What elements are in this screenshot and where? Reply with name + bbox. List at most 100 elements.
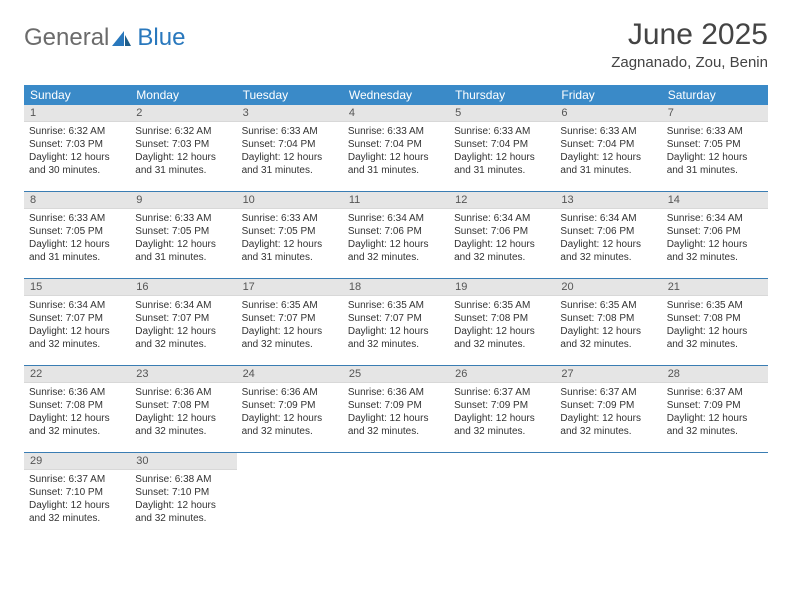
daylight-text: Daylight: 12 hours and 32 minutes. (135, 412, 231, 438)
sunrise-text: Sunrise: 6:38 AM (135, 473, 231, 486)
day-number: 16 (130, 279, 236, 296)
daylight-text: Daylight: 12 hours and 31 minutes. (454, 151, 550, 177)
day-number: 8 (24, 192, 130, 209)
calendar-cell (555, 453, 661, 540)
daylight-text: Daylight: 12 hours and 32 minutes. (135, 325, 231, 351)
day-body: Sunrise: 6:33 AMSunset: 7:05 PMDaylight:… (130, 209, 236, 278)
daylight-text: Daylight: 12 hours and 32 minutes. (242, 325, 338, 351)
calendar-cell: 12 Sunrise: 6:34 AMSunset: 7:06 PMDayligh… (449, 192, 555, 279)
logo-text-general: General (24, 24, 109, 52)
day-number: 26 (449, 366, 555, 383)
day-number: 22 (24, 366, 130, 383)
daylight-text: Daylight: 12 hours and 31 minutes. (29, 238, 125, 264)
sunrise-text: Sunrise: 6:35 AM (560, 299, 656, 312)
day-number: 7 (662, 105, 768, 122)
sunrise-text: Sunrise: 6:33 AM (242, 125, 338, 138)
sunset-text: Sunset: 7:04 PM (560, 138, 656, 151)
sunset-text: Sunset: 7:07 PM (135, 312, 231, 325)
daylight-text: Daylight: 12 hours and 32 minutes. (667, 325, 763, 351)
calendar-cell: 14Sunrise: 6:34 AMSunset: 7:06 PMDayligh… (662, 192, 768, 279)
sunset-text: Sunset: 7:08 PM (667, 312, 763, 325)
sunrise-text: Sunrise: 6:37 AM (29, 473, 125, 486)
calendar-cell: 7Sunrise: 6:33 AMSunset: 7:05 PMDaylight… (662, 105, 768, 192)
calendar-cell: 26Sunrise: 6:37 AMSunset: 7:09 PMDayligh… (449, 366, 555, 453)
day-number: 27 (555, 366, 661, 383)
sunset-text: Sunset: 7:03 PM (29, 138, 125, 151)
daylight-text: Daylight: 12 hours and 32 minutes. (348, 238, 444, 264)
calendar-cell: 6Sunrise: 6:33 AMSunset: 7:04 PMDaylight… (555, 105, 661, 192)
day-number: 6 (555, 105, 661, 122)
calendar-row: 15Sunrise: 6:34 AMSunset: 7:07 PMDayligh… (24, 279, 768, 366)
calendar-cell: 30Sunrise: 6:38 AMSunset: 7:10 PMDayligh… (130, 453, 236, 540)
day-number: 4 (343, 105, 449, 122)
daylight-text: Daylight: 12 hours and 31 minutes. (348, 151, 444, 177)
calendar-cell: 2Sunrise: 6:32 AMSunset: 7:03 PMDaylight… (130, 105, 236, 192)
calendar-row: 8Sunrise: 6:33 AMSunset: 7:05 PMDaylight… (24, 192, 768, 279)
day-number: 23 (130, 366, 236, 383)
calendar-cell: 20Sunrise: 6:35 AMSunset: 7:08 PMDayligh… (555, 279, 661, 366)
sunset-text: Sunset: 7:08 PM (29, 399, 125, 412)
day-body: Sunrise: 6:36 AMSunset: 7:08 PMDaylight:… (130, 383, 236, 452)
sunset-text: Sunset: 7:05 PM (135, 225, 231, 238)
title-block: June 2025 Zagnanado, Zou, Benin (611, 18, 768, 71)
calendar-cell: 5Sunrise: 6:33 AMSunset: 7:04 PMDaylight… (449, 105, 555, 192)
sunrise-text: Sunrise: 6:37 AM (667, 386, 763, 399)
calendar-row: 29Sunrise: 6:37 AMSunset: 7:10 PMDayligh… (24, 453, 768, 540)
sunrise-text: Sunrise: 6:35 AM (242, 299, 338, 312)
daylight-text: Daylight: 12 hours and 32 minutes. (29, 499, 125, 525)
page-title: June 2025 (611, 18, 768, 52)
sunrise-text: Sunrise: 6:32 AM (135, 125, 231, 138)
calendar-cell: 9Sunrise: 6:33 AMSunset: 7:05 PMDaylight… (130, 192, 236, 279)
sunrise-text: Sunrise: 6:34 AM (135, 299, 231, 312)
calendar-cell: 19Sunrise: 6:35 AMSunset: 7:08 PMDayligh… (449, 279, 555, 366)
day-body: Sunrise: 6:33 AMSunset: 7:04 PMDaylight:… (343, 122, 449, 191)
sunset-text: Sunset: 7:04 PM (242, 138, 338, 151)
sunset-text: Sunset: 7:10 PM (29, 486, 125, 499)
weekday-header: Thursday (449, 85, 555, 105)
daylight-text: Daylight: 12 hours and 32 minutes. (242, 412, 338, 438)
day-body: Sunrise: 6:35 AMSunset: 7:08 PMDaylight:… (662, 296, 768, 365)
logo-text-blue: Blue (137, 24, 185, 52)
day-body: Sunrise: 6:37 AMSunset: 7:09 PMDaylight:… (662, 383, 768, 452)
daylight-text: Daylight: 12 hours and 32 minutes. (135, 499, 231, 525)
day-body: Sunrise: 6:33 AMSunset: 7:04 PMDaylight:… (555, 122, 661, 191)
day-body: Sunrise: 6:34 AMSunset: 7:06 PMDaylight:… (662, 209, 768, 278)
day-number: 3 (237, 105, 343, 122)
weekday-header: Sunday (24, 85, 130, 105)
daylight-text: Daylight: 12 hours and 31 minutes. (242, 151, 338, 177)
day-body: Sunrise: 6:38 AMSunset: 7:10 PMDaylight:… (130, 470, 236, 539)
day-body: Sunrise: 6:33 AMSunset: 7:05 PMDaylight:… (24, 209, 130, 278)
sunset-text: Sunset: 7:05 PM (29, 225, 125, 238)
calendar-cell: 17Sunrise: 6:35 AMSunset: 7:07 PMDayligh… (237, 279, 343, 366)
sunset-text: Sunset: 7:08 PM (135, 399, 231, 412)
day-body: Sunrise: 6:34 AMSunset: 7:06 PMDaylight:… (555, 209, 661, 278)
calendar-cell (662, 453, 768, 540)
sunrise-text: Sunrise: 6:34 AM (348, 212, 444, 225)
daylight-text: Daylight: 12 hours and 32 minutes. (667, 412, 763, 438)
daylight-text: Daylight: 12 hours and 32 minutes. (29, 412, 125, 438)
daylight-text: Daylight: 12 hours and 32 minutes. (454, 238, 550, 264)
weekday-header: Friday (555, 85, 661, 105)
sunset-text: Sunset: 7:06 PM (454, 225, 550, 238)
sunrise-text: Sunrise: 6:36 AM (135, 386, 231, 399)
calendar-cell: 24Sunrise: 6:36 AMSunset: 7:09 PMDayligh… (237, 366, 343, 453)
day-number: 13 (555, 192, 661, 209)
daylight-text: Daylight: 12 hours and 32 minutes. (560, 325, 656, 351)
daylight-text: Daylight: 12 hours and 31 minutes. (667, 151, 763, 177)
calendar-cell: 28Sunrise: 6:37 AMSunset: 7:09 PMDayligh… (662, 366, 768, 453)
daylight-text: Daylight: 12 hours and 31 minutes. (135, 238, 231, 264)
sunset-text: Sunset: 7:08 PM (454, 312, 550, 325)
calendar-table: Sunday Monday Tuesday Wednesday Thursday… (24, 85, 768, 539)
sunrise-text: Sunrise: 6:34 AM (454, 212, 550, 225)
day-number: 12 (449, 192, 555, 209)
sunset-text: Sunset: 7:09 PM (667, 399, 763, 412)
sunrise-text: Sunrise: 6:36 AM (348, 386, 444, 399)
day-number: 17 (237, 279, 343, 296)
sunrise-text: Sunrise: 6:36 AM (29, 386, 125, 399)
day-number: 20 (555, 279, 661, 296)
weekday-header: Monday (130, 85, 236, 105)
daylight-text: Daylight: 12 hours and 32 minutes. (667, 238, 763, 264)
weekday-header: Saturday (662, 85, 768, 105)
day-body: Sunrise: 6:35 AMSunset: 7:07 PMDaylight:… (343, 296, 449, 365)
sunrise-text: Sunrise: 6:33 AM (560, 125, 656, 138)
